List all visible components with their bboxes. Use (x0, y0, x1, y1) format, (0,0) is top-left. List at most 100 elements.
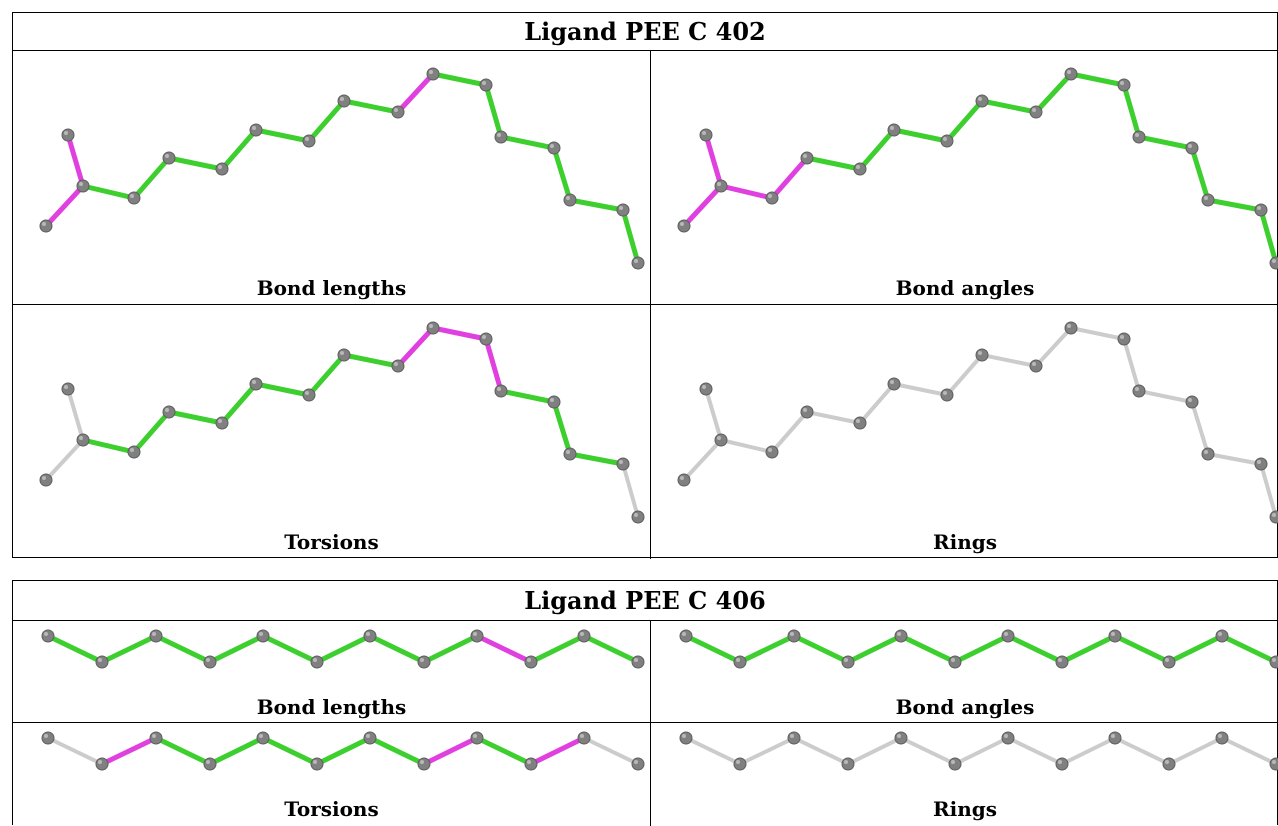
atom (631, 757, 645, 771)
bond (805, 410, 862, 425)
atom-highlight (1257, 460, 1261, 464)
atom (699, 382, 713, 396)
atom-highlight (473, 734, 477, 738)
atom (631, 655, 645, 669)
ligand-table-402: Ligand PEE C 402 Bond lengths Bond angle… (12, 12, 1278, 559)
atom (765, 191, 779, 205)
atom-highlight (844, 658, 848, 662)
bond (845, 633, 904, 665)
molecule-diagram (39, 321, 645, 524)
bond (341, 352, 401, 369)
atom (39, 219, 53, 233)
atom-highlight (420, 760, 424, 764)
bond (219, 381, 259, 426)
atom (1108, 629, 1122, 643)
bond (1220, 736, 1278, 766)
atom (363, 731, 377, 745)
atom-highlight (790, 632, 794, 636)
ligand-title: Ligand PEE C 406 (13, 581, 1277, 621)
atom (76, 179, 90, 193)
atom (975, 348, 989, 362)
molecule-diagram (677, 321, 1278, 524)
atom-highlight (951, 760, 955, 764)
atom (1201, 447, 1215, 461)
atom-highlight (305, 137, 309, 141)
atom (679, 629, 693, 643)
atom-highlight (897, 734, 901, 738)
atom (563, 447, 577, 461)
bond (498, 388, 557, 405)
atom-highlight (420, 658, 424, 662)
atom-highlight (680, 222, 684, 226)
atom (127, 445, 141, 459)
panel-rings: Rings (651, 723, 1278, 826)
atom (256, 629, 270, 643)
bond (483, 336, 504, 394)
atom (249, 123, 263, 137)
bond (980, 353, 1038, 368)
atom (1055, 757, 1069, 771)
atom-highlight (634, 513, 638, 517)
atom-highlight (566, 196, 570, 200)
atom (61, 382, 75, 396)
panel-label: Bond angles (895, 276, 1035, 300)
atom-highlight (313, 760, 317, 764)
atom (1254, 203, 1268, 217)
bond (1113, 736, 1171, 766)
atom (1029, 105, 1043, 119)
bond (944, 98, 985, 144)
atom (61, 128, 75, 142)
atom-highlight (844, 760, 848, 764)
atom-highlight (473, 632, 477, 636)
atom-highlight (1272, 658, 1276, 662)
atom (841, 757, 855, 771)
bond (260, 735, 320, 767)
atom-highlight (366, 734, 370, 738)
panel-label: Bond lengths (256, 276, 407, 300)
bond (1034, 326, 1073, 368)
bond (306, 352, 347, 398)
atom-highlight (1111, 632, 1115, 636)
atom-highlight (1067, 324, 1071, 328)
bond (314, 633, 373, 665)
bond (153, 735, 213, 767)
atom (733, 757, 747, 771)
bond (253, 127, 312, 144)
atom (494, 384, 508, 398)
bond (898, 633, 958, 665)
atom-highlight (619, 460, 623, 464)
atom-highlight (897, 632, 901, 636)
bond (1121, 82, 1142, 140)
atom (1215, 731, 1229, 745)
bond (953, 736, 1010, 766)
bond (582, 736, 640, 766)
atom-highlight (856, 419, 860, 423)
atom-highlight (305, 391, 309, 395)
bond (792, 736, 850, 766)
atom (149, 731, 163, 745)
bond (1205, 197, 1264, 213)
bond (1060, 736, 1117, 766)
atom-highlight (527, 658, 531, 662)
bond (483, 82, 504, 140)
atom (679, 731, 693, 745)
atom-highlight (580, 632, 584, 636)
atom (714, 179, 728, 193)
atom-highlight (1032, 108, 1036, 112)
atom (616, 457, 630, 471)
atom (787, 629, 801, 643)
column-divider (650, 51, 651, 559)
molecule-diagram (679, 629, 1278, 669)
bond (621, 462, 640, 519)
atom (337, 94, 351, 108)
atom (1132, 384, 1146, 398)
atom (426, 321, 440, 335)
atom (1185, 395, 1199, 409)
atom (1201, 193, 1215, 207)
molecule-diagram (41, 731, 645, 771)
atom (149, 629, 163, 643)
atom (41, 731, 55, 745)
atom (302, 388, 316, 402)
atom-highlight (634, 259, 638, 263)
atom (524, 757, 538, 771)
